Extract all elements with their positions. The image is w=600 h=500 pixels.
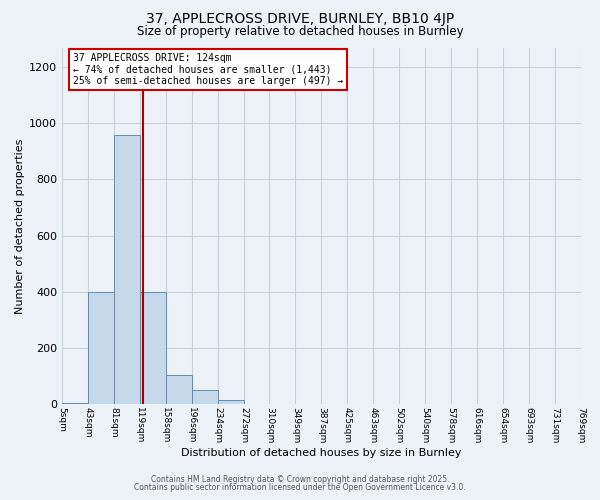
Bar [114, 134, 140, 404]
Bar [218, 400, 244, 404]
Text: Size of property relative to detached houses in Burnley: Size of property relative to detached ho… [137, 24, 463, 38]
Text: 37, APPLECROSS DRIVE, BURNLEY, BB10 4JP: 37, APPLECROSS DRIVE, BURNLEY, BB10 4JP [146, 12, 454, 26]
Y-axis label: Number of detached properties: Number of detached properties [15, 138, 25, 314]
Bar [88, 292, 114, 404]
Bar [62, 403, 88, 404]
X-axis label: Distribution of detached houses by size in Burnley: Distribution of detached houses by size … [181, 448, 461, 458]
Text: Contains public sector information licensed under the Open Government Licence v3: Contains public sector information licen… [134, 483, 466, 492]
Text: Contains HM Land Registry data © Crown copyright and database right 2025.: Contains HM Land Registry data © Crown c… [151, 475, 449, 484]
Bar [140, 292, 166, 404]
Bar [166, 374, 192, 404]
Text: 37 APPLECROSS DRIVE: 124sqm
← 74% of detached houses are smaller (1,443)
25% of : 37 APPLECROSS DRIVE: 124sqm ← 74% of det… [73, 53, 343, 86]
Bar [192, 390, 218, 404]
